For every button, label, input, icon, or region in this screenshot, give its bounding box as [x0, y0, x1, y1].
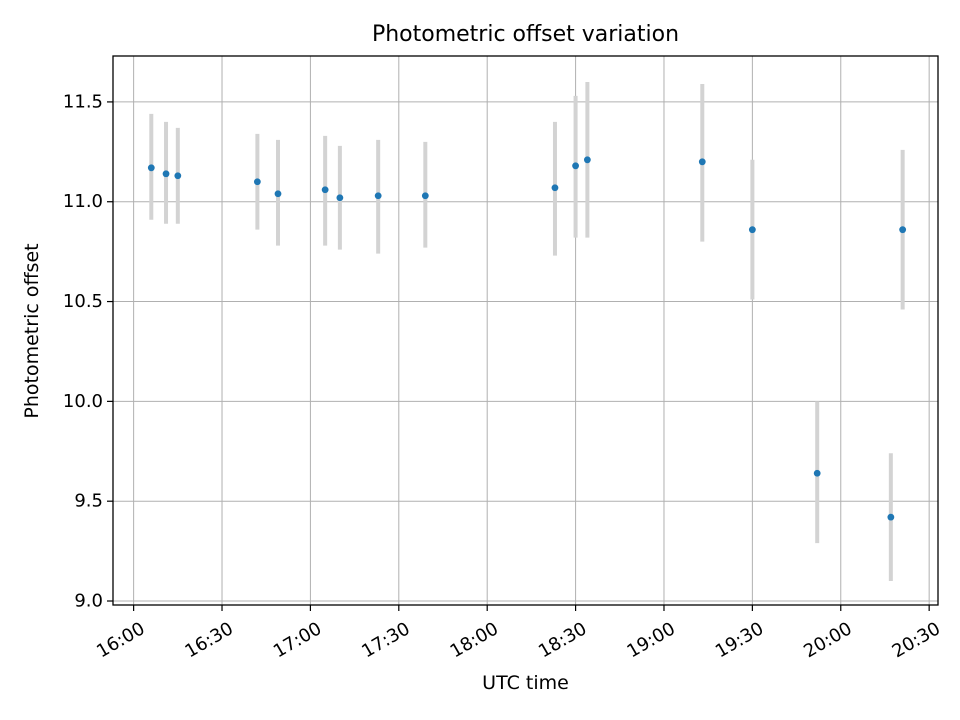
x-axis-label: UTC time	[482, 672, 569, 694]
data-point	[887, 513, 895, 521]
plot-frame	[112, 55, 939, 606]
x-tick-label: 19:00	[623, 618, 678, 662]
x-tick-label: 17:30	[358, 618, 413, 662]
y-tick-label: 9.0	[74, 591, 103, 612]
data-point	[583, 156, 591, 164]
grid	[113, 56, 938, 605]
y-tick-label: 11.0	[63, 191, 103, 212]
y-tick-label: 9.5	[74, 491, 103, 512]
data-point	[336, 194, 344, 202]
x-tick-label: 19:30	[712, 618, 767, 662]
data-point	[899, 226, 907, 234]
y-axis-ticks: 9.0 9.5 10.0 10.5 11.0 11.5	[63, 91, 113, 612]
data-point	[698, 158, 706, 166]
data-point	[274, 190, 282, 198]
data-point	[174, 172, 182, 180]
data-point	[813, 469, 821, 477]
y-tick-label: 11.5	[63, 91, 103, 112]
y-tick-label: 10.0	[63, 391, 103, 412]
x-tick-label: 16:30	[181, 618, 236, 662]
data-points	[147, 156, 907, 521]
x-tick-label: 16:00	[93, 618, 148, 662]
data-point	[162, 170, 170, 178]
y-axis-label: Photometric offset	[21, 243, 43, 419]
data-point	[253, 178, 261, 186]
data-point	[748, 226, 756, 234]
data-point	[421, 192, 429, 200]
data-point	[374, 192, 382, 200]
data-point	[551, 184, 559, 192]
y-tick-label: 10.5	[63, 291, 103, 312]
data-point	[147, 164, 155, 172]
x-axis-ticks: 16:00 16:30 17:00 17:30 18:00 18:30 19:00 19:30…	[93, 605, 944, 662]
x-tick-label: 17:00	[270, 618, 325, 662]
x-tick-label: 20:30	[889, 618, 944, 662]
x-tick-label: 18:00	[447, 618, 502, 662]
errorbars	[149, 81, 905, 582]
data-point	[572, 162, 579, 170]
x-tick-label: 20:00	[800, 618, 855, 662]
chart-title: Photometric offset variation	[371, 22, 680, 47]
data-point	[321, 186, 329, 194]
x-tick-label: 18:30	[535, 618, 590, 662]
